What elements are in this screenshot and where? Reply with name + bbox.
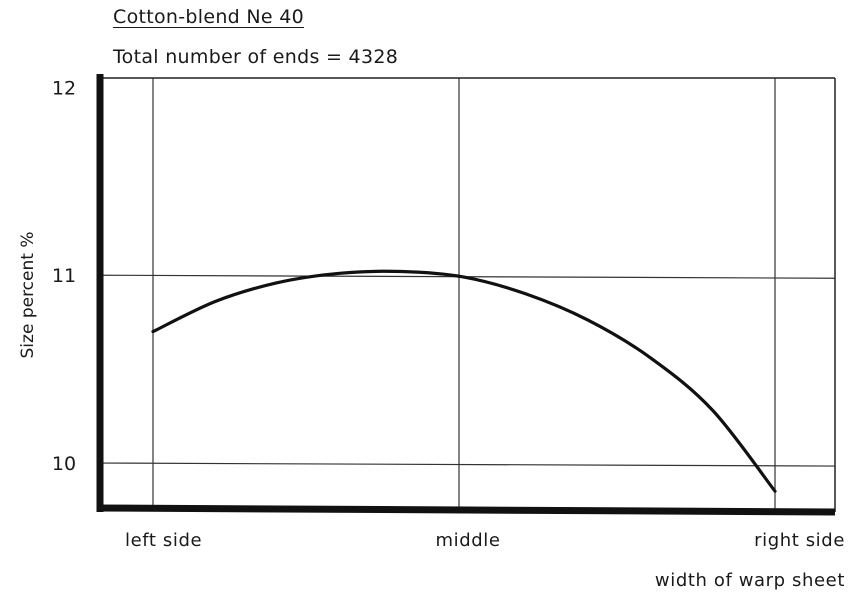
chart-subtitle: Total number of ends = 4328 [113, 46, 399, 68]
grid-line-horizontal [99, 462, 836, 467]
y-tick-label: 12 [52, 77, 76, 99]
chart-title: Cotton-blend Ne 40 [113, 6, 305, 28]
series-point [649, 356, 652, 360]
x-axis-line [96, 504, 836, 516]
series-point [276, 281, 279, 284]
series-point [462, 275, 466, 279]
plot-frame [96, 74, 836, 516]
x-tick-label: right side [754, 530, 845, 551]
x-tick-label: middle [435, 530, 500, 551]
series-point [773, 490, 777, 493]
y-tick-label: 10 [52, 453, 76, 475]
series-layer [151, 269, 777, 493]
series-point [711, 409, 714, 412]
y-axis-label: Size percent % [18, 232, 38, 359]
series-line-size-percent [151, 269, 777, 493]
x-axis-label: width of warp sheet [655, 570, 845, 591]
series-point [151, 330, 155, 333]
x-tick-labels: left side middle right side [125, 530, 845, 551]
grid-layer [99, 78, 836, 510]
series-point [338, 272, 341, 275]
series-point [587, 319, 590, 322]
series-point [400, 270, 403, 273]
y-tick-labels: 10 11 12 [52, 77, 76, 475]
y-tick-label: 11 [52, 265, 76, 287]
series-point [214, 300, 217, 303]
x-tick-label: left side [125, 530, 202, 551]
series-point [525, 292, 528, 296]
